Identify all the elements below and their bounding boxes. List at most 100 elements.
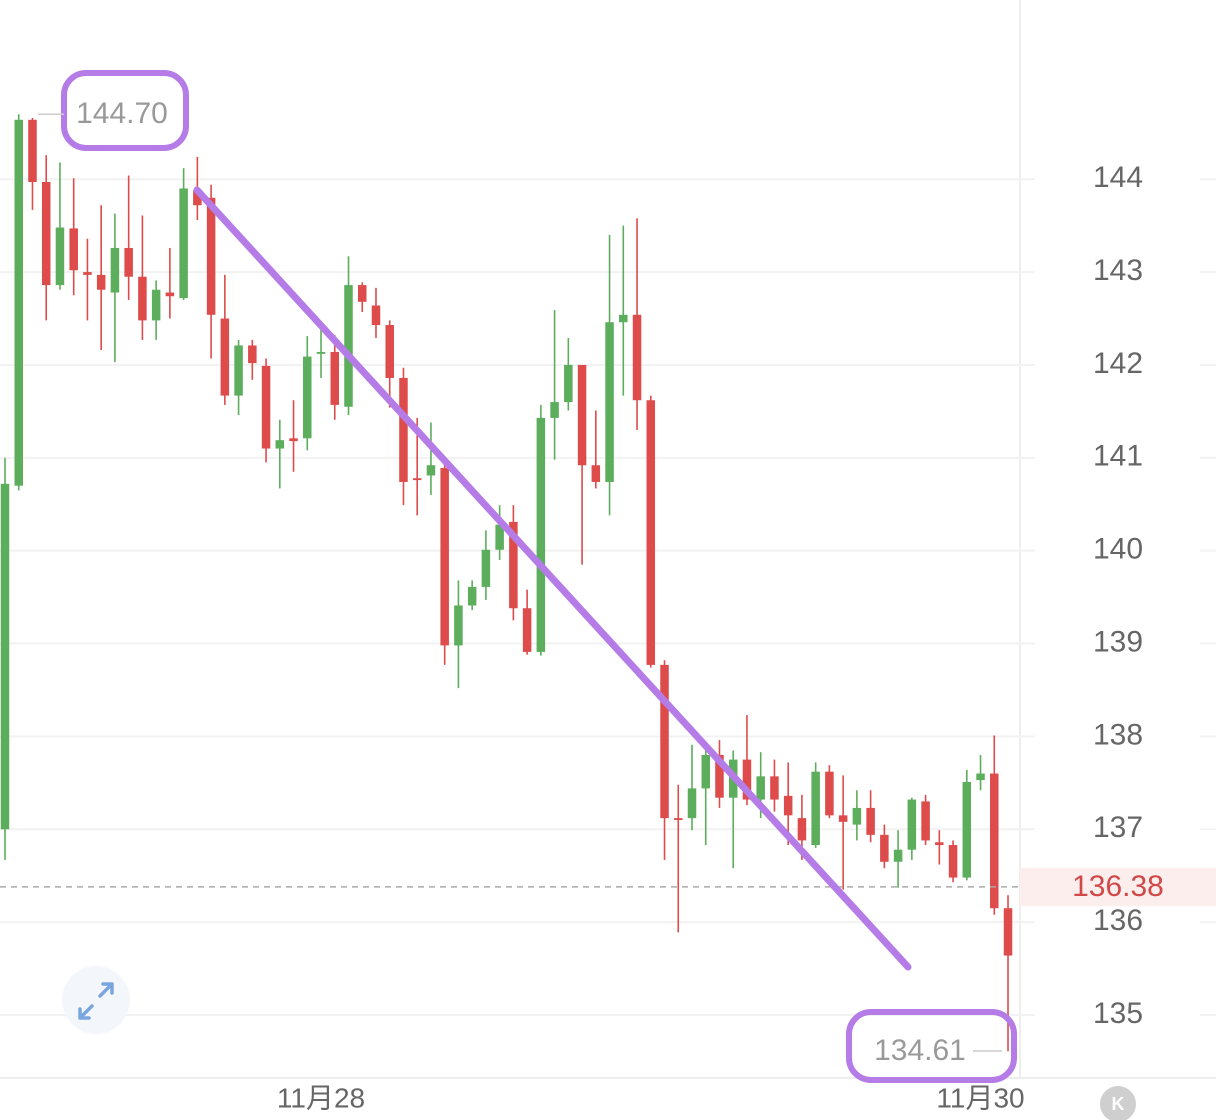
candle-body: [357, 285, 367, 302]
candle-body: [248, 345, 257, 364]
candle-body: [330, 351, 340, 405]
candle-body: [605, 322, 614, 482]
logo-badge: [1100, 1086, 1136, 1120]
candle-body: [797, 818, 807, 841]
candle-body: [893, 849, 903, 862]
candles: [0, 114, 1020, 1052]
candle-body: [564, 364, 573, 403]
candle-body: [179, 188, 188, 299]
logo-text: K: [1112, 1094, 1125, 1114]
candle-body: [83, 272, 92, 275]
candle-body: [220, 318, 230, 396]
y-tick-label: 136: [1093, 904, 1143, 937]
candle-body: [28, 119, 37, 183]
candle-body: [96, 274, 106, 290]
candle-body: [509, 521, 518, 609]
candle-body: [715, 754, 724, 798]
candle-body: [687, 788, 697, 819]
candle-body: [619, 314, 628, 323]
candle-body: [756, 776, 765, 800]
candle-body: [303, 356, 312, 439]
candle-body: [536, 417, 546, 652]
candle-body: [935, 842, 944, 846]
x-tick-label: 11月30: [936, 1082, 1024, 1113]
candle-body: [742, 759, 752, 800]
candle-body: [371, 305, 381, 326]
candle-body: [454, 605, 463, 646]
y-tick-label: 143: [1093, 254, 1143, 287]
y-tick-label: 140: [1093, 533, 1143, 566]
candle-body: [632, 314, 642, 401]
candle-body: [0, 483, 10, 830]
y-tick-label: 135: [1093, 997, 1143, 1030]
candle-body: [852, 807, 862, 825]
expand-icon: [78, 982, 114, 1020]
candle-body: [783, 795, 793, 816]
candle-body: [481, 549, 491, 587]
highlight-ring: [61, 70, 189, 151]
candle-body: [165, 292, 175, 297]
candle-body: [110, 247, 120, 293]
y-tick-label: 138: [1093, 718, 1143, 751]
candle-body: [316, 351, 326, 354]
candle-body: [577, 364, 587, 466]
candle-body: [1003, 908, 1013, 956]
candle-body: [151, 289, 161, 321]
candle-body: [976, 773, 985, 781]
candle-body: [275, 440, 285, 449]
candle-body: [440, 468, 449, 646]
candle-body: [907, 799, 917, 850]
x-tick-label: 11月28: [277, 1082, 365, 1113]
candle-body: [289, 438, 298, 442]
y-tick-label: 142: [1093, 347, 1143, 380]
candle-body: [69, 228, 78, 271]
candle-body: [660, 664, 669, 819]
candle-body: [550, 402, 559, 418]
candle-body: [495, 524, 504, 550]
highlight-ring: [846, 1009, 1017, 1083]
candle-body: [880, 834, 889, 862]
trend-line: [193, 186, 912, 971]
candle-body: [825, 771, 834, 816]
candle-body: [412, 478, 422, 481]
candle-body: [948, 845, 958, 878]
candle-body: [591, 465, 601, 482]
candle-body: [193, 190, 202, 206]
overlay: K 135 136 137 138 139 140 141 142 143 144 11月28 11月…: [38, 70, 1216, 1120]
candle-body: [426, 465, 436, 476]
y-tick-label: 139: [1093, 625, 1143, 658]
candle-body: [399, 377, 408, 482]
candle-body: [962, 781, 972, 878]
candle-body: [811, 771, 820, 846]
y-tick-label: 137: [1093, 811, 1143, 844]
candle-body: [138, 276, 147, 321]
last-price-label: 136.38: [1072, 870, 1164, 903]
candle-body: [124, 247, 133, 277]
candle-body: [701, 754, 710, 789]
last-price-bg: [1020, 867, 1216, 906]
candle-body: [921, 801, 930, 841]
candle-body: [261, 365, 271, 449]
candle-body: [522, 608, 532, 652]
candle-body: [234, 345, 243, 396]
candle-body: [344, 285, 353, 407]
candle-body: [55, 227, 65, 286]
min-label: 134.61: [874, 1034, 966, 1067]
candle-body: [866, 807, 875, 835]
candle-body: [385, 325, 394, 378]
candle-body: [467, 586, 477, 606]
candle-body: [646, 400, 656, 665]
max-label: 144.70: [76, 97, 168, 130]
y-tick-label: 141: [1093, 440, 1143, 473]
candle-body: [14, 119, 23, 486]
expand-button[interactable]: [62, 966, 130, 1034]
candle-body: [41, 182, 51, 286]
candle-body: [990, 773, 999, 909]
candle-body: [770, 776, 779, 800]
candle-body: [206, 197, 216, 315]
candle-body: [838, 815, 848, 822]
y-tick-label: 144: [1093, 161, 1143, 194]
